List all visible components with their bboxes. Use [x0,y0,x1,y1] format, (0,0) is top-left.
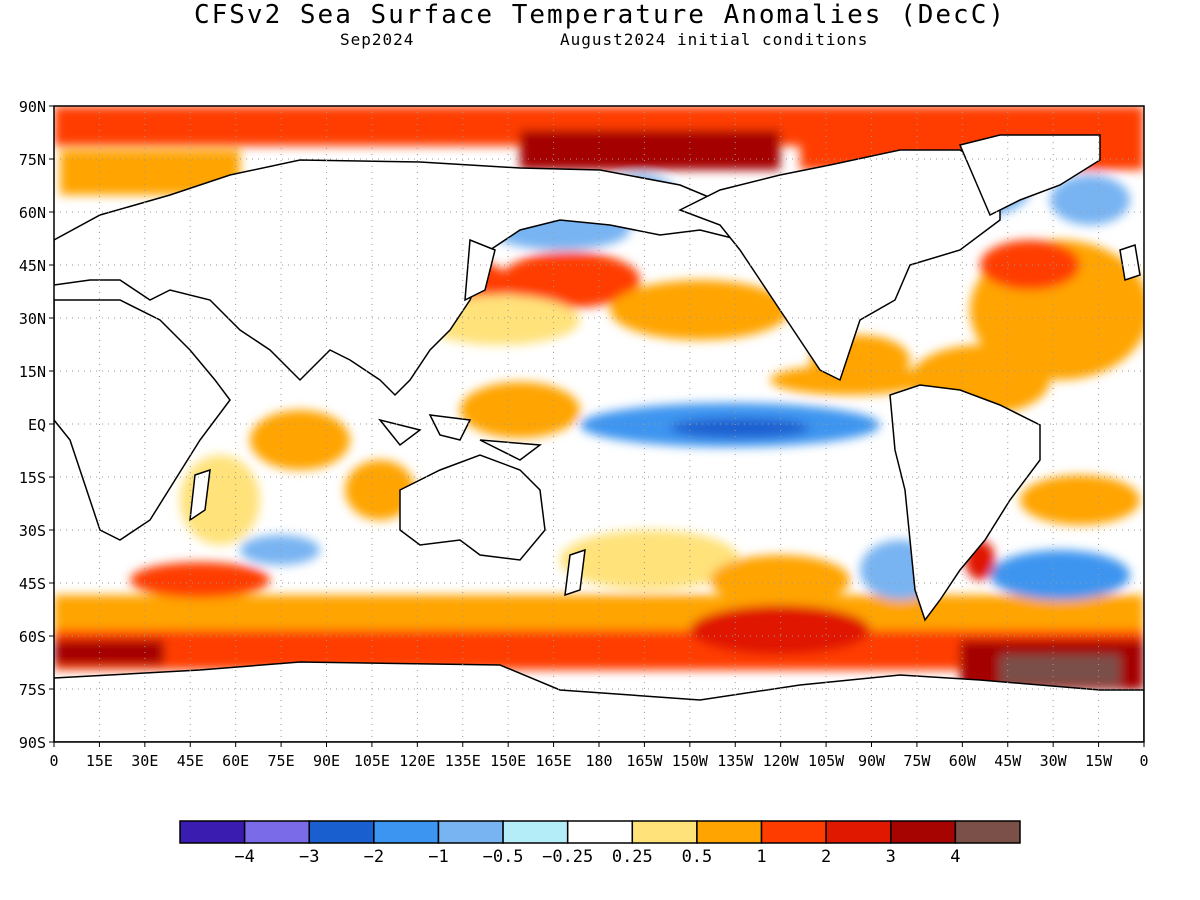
lon-label: 90W [858,752,886,770]
lon-label: 90E [313,752,340,770]
lon-label: 0 [1139,752,1148,770]
lon-label: 30E [131,752,158,770]
lon-label: 135E [445,752,481,770]
lat-label: 75N [19,151,46,169]
colorbar-swatch [243,820,310,844]
colorbar-label: −2 [364,847,384,867]
lat-label: 90N [19,98,46,116]
colorbar-label: −0.25 [542,847,593,867]
colorbar-label: 3 [886,847,896,867]
colorbar-label: 0.5 [682,847,713,867]
colorbar-label: −4 [234,847,254,867]
lon-label: 120E [399,752,435,770]
lon-label: 30W [1040,752,1068,770]
colorbar-swatch [954,820,1021,844]
lat-label: 45S [19,575,46,593]
colorbar-label: −3 [299,847,319,867]
lon-label: 150E [490,752,526,770]
lon-label: 105E [354,752,390,770]
colorbar-label: 0.25 [612,847,653,867]
lon-label: 75E [268,752,295,770]
colorbar-swatch [437,820,504,844]
colorbar-swatch [631,820,698,844]
map-title: CFSv2 Sea Surface Temperature Anomalies … [193,0,1007,30]
lon-label: 150W [672,752,709,770]
colorbar-swatch [179,820,246,844]
colorbar-swatch [890,820,957,844]
colorbar-swatch [696,820,763,844]
colorbar-labels: −4 −3 −2 −1 −0.5 −0.25 0.25 0.5 1 2 3 4 [234,847,960,867]
lat-label: 15S [19,469,46,487]
colorbar-swatch [566,820,634,844]
colorbar-swatch [760,820,827,844]
lat-label: 30N [19,310,46,328]
lon-label: 15W [1085,752,1113,770]
lon-label: 180 [585,752,612,770]
colorbar-swatch [308,820,375,844]
lat-label: 90S [19,734,46,752]
lon-label: 45W [994,752,1022,770]
colorbar-swatch [502,820,569,844]
colorbar-label: 2 [821,847,831,867]
lon-label: 135W [717,752,754,770]
lat-label: 60S [19,628,46,646]
colorbar-label: −1 [428,847,448,867]
latitude-axis: 90N 75N 60N 45N 30N 15N EQ 15S 30S 45S 60S 75S 90S [19,98,54,752]
lon-label: 165W [626,752,663,770]
colorbar-swatch [825,820,892,844]
colorbar-label: −0.5 [483,847,524,867]
colorbar-label: 1 [756,847,766,867]
lon-label: 45E [177,752,204,770]
lon-label: 60W [949,752,977,770]
lat-label: 30S [19,522,46,540]
lon-label: 60E [222,752,249,770]
sst-anomaly-field [54,106,1144,742]
forecast-month: Sep2024 [340,30,415,49]
lon-label: 165E [536,752,572,770]
graticule [54,106,1144,742]
lat-label: 45N [19,257,46,275]
colorbar [179,820,1021,844]
lat-label: 60N [19,204,46,222]
initial-conditions: August2024 initial conditions [560,30,869,49]
colorbar-swatch [373,820,440,844]
lat-label: 75S [19,681,46,699]
lat-label: EQ [28,416,46,434]
longitude-axis: 0 15E 30E 45E 60E 75E 90E 105E 120E 135E 150E 165E 1… [49,742,1149,770]
lon-label: 105W [808,752,845,770]
colorbar-label: 4 [950,847,960,867]
lon-label: 75W [903,752,931,770]
lon-label: 0 [49,752,58,770]
lon-label: 15E [86,752,113,770]
lat-label: 15N [19,363,46,381]
lon-label: 120W [763,752,800,770]
